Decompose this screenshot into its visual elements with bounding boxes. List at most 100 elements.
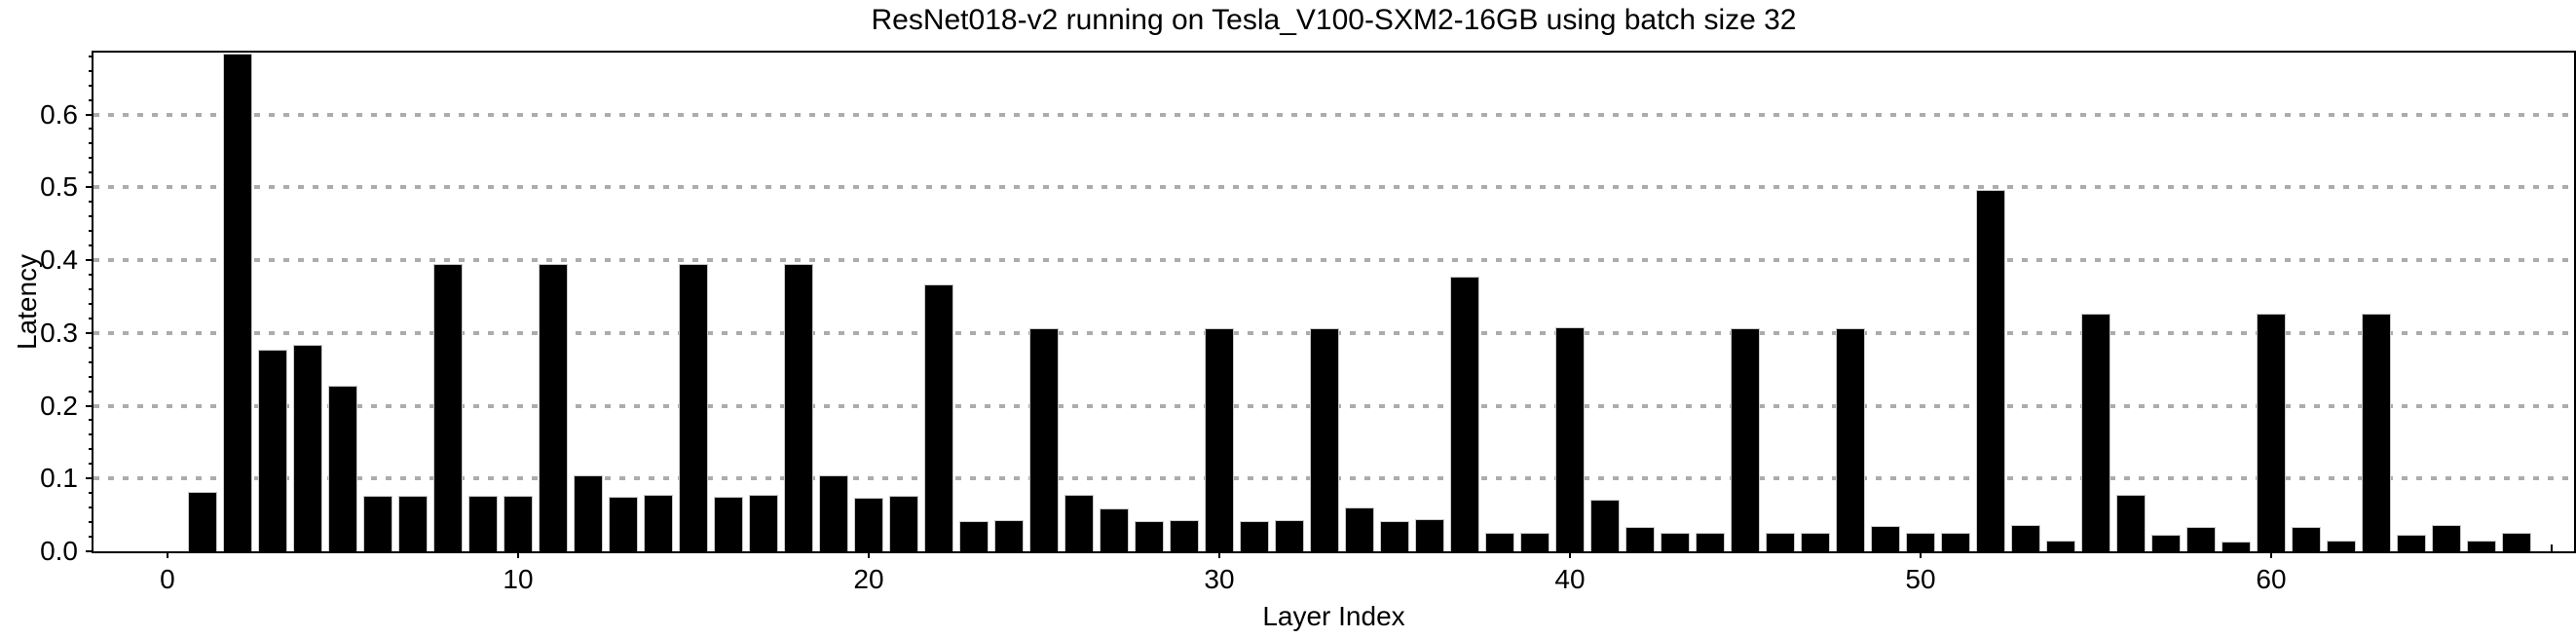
y-minor-tick-0.08 [89,492,93,495]
bar-layer-12 [574,474,603,551]
x-tick-60 [2269,551,2272,558]
y-minor-tick-0.54 [89,157,93,160]
y-tick-label-0.5: 0.5 [40,171,78,203]
bar-layer-66 [2467,540,2496,551]
bar-layer-40 [1555,326,1585,551]
y-minor-tick-0.44 [89,230,93,233]
bar-layer-9 [468,496,498,551]
gridline-y-0.5 [93,185,2574,190]
bar-layer-37 [1450,277,1479,551]
bar-layer-17 [749,494,778,551]
bar-layer-16 [714,496,743,551]
y-tick-0.1 [86,477,93,480]
bar-layer-36 [1415,519,1444,551]
y-minor-tick-0.18 [89,419,93,422]
bar-layer-24 [994,519,1024,551]
bar-layer-44 [1696,532,1725,551]
y-tick-label-0.0: 0.0 [40,536,78,566]
y-minor-tick-0.16 [89,433,93,436]
bar-layer-27 [1100,507,1129,551]
y-minor-tick-0.02 [89,536,93,539]
chart-title: ResNet018-v2 running on Tesla_V100-SXM2-… [871,4,1797,36]
bar-layer-21 [889,496,918,551]
bar-layer-35 [1380,521,1409,551]
y-minor-tick-0.58 [89,128,93,131]
bar-layer-2 [223,53,252,551]
bar-layer-38 [1485,533,1514,551]
bar-layer-28 [1135,520,1164,551]
y-minor-tick-0.64 [89,84,93,87]
x-tick-label-30: 30 [1204,564,1235,594]
bar-layer-30 [1205,328,1234,551]
x-tick-label-20: 20 [853,564,884,594]
bar-layer-23 [959,521,989,551]
x-tick-label-60: 60 [2256,564,2287,594]
bar-layer-64 [2397,534,2426,551]
y-minor-tick-0.56 [89,142,93,145]
y-minor-tick-0.28 [89,346,93,349]
y-minor-tick-0.04 [89,521,93,524]
bar-layer-65 [2432,525,2461,551]
y-tick-0.4 [86,259,93,262]
bar-layer-67 [2502,532,2531,551]
y-tick-0.5 [86,186,93,189]
bar-layer-55 [2081,314,2110,551]
y-tick-label-0.6: 0.6 [40,98,78,130]
y-tick-label-0.2: 0.2 [40,390,78,421]
bar-layer-57 [2151,534,2181,551]
y-minor-tick-0.42 [89,244,93,247]
x-tick-label-10: 10 [503,564,534,594]
x-tick-10 [516,551,519,558]
y-minor-tick-0.06 [89,507,93,509]
x-tick-0 [166,551,168,558]
y-minor-tick-0.52 [89,171,93,174]
y-minor-tick-0.62 [89,98,93,101]
y-tick-label-0.1: 0.1 [40,463,78,494]
x-tick-30 [1217,551,1220,558]
x-minor-tick [2550,544,2553,551]
x-axis-label: Layer Index [1262,601,1405,631]
x-tick-50 [1919,551,1922,558]
bar-layer-61 [2292,526,2321,551]
y-minor-tick-0.36 [89,287,93,290]
x-tick-label-0: 0 [160,564,175,594]
bar-layer-22 [924,284,953,551]
bar-layer-29 [1170,519,1199,551]
y-tick-label-0.3: 0.3 [40,317,78,348]
x-tick-label-40: 40 [1554,564,1586,594]
bar-layer-6 [363,496,392,551]
bar-layer-26 [1064,494,1094,551]
x-tick-label-50: 50 [1905,564,1936,594]
y-minor-tick-0.22 [89,390,93,393]
y-minor-tick-0.46 [89,215,93,218]
bar-layer-10 [504,496,533,551]
bar-layer-31 [1240,521,1269,551]
bar-layer-53 [2011,525,2040,551]
bar-layer-32 [1275,519,1304,551]
bar-layer-54 [2046,540,2075,551]
y-tick-label-0.4: 0.4 [40,244,78,276]
y-minor-tick-0.24 [89,375,93,378]
bar-layer-18 [784,263,813,551]
bar-layer-58 [2186,526,2216,551]
y-minor-tick-0.26 [89,360,93,363]
x-tick-20 [867,551,870,558]
bar-layer-1 [188,492,217,551]
y-minor-tick-0.32 [89,317,93,319]
bar-layer-20 [854,497,883,551]
y-tick-0.3 [86,331,93,334]
gridline-y-0.6 [93,112,2574,117]
y-tick-0.2 [86,404,93,407]
bar-layer-46 [1766,532,1795,551]
x-tick-40 [1568,551,1571,558]
bar-layer-62 [2327,540,2356,551]
bar-layer-8 [433,263,463,551]
bar-layer-15 [679,263,708,551]
bar-layer-34 [1345,507,1374,551]
bar-layer-33 [1310,328,1339,551]
bar-layer-19 [819,474,848,551]
bar-layer-45 [1731,327,1760,551]
y-minor-tick-0.34 [89,302,93,305]
bar-layer-42 [1625,527,1655,551]
bar-layer-5 [328,385,357,551]
